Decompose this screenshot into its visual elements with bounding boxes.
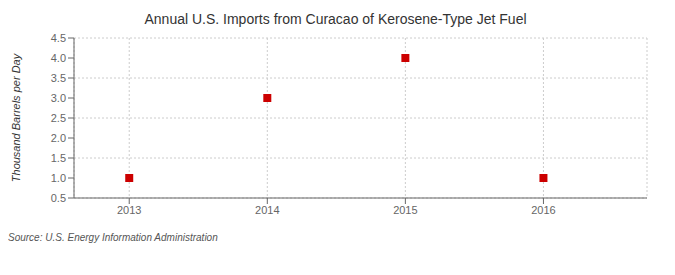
svg-text:1.0: 1.0	[51, 172, 66, 184]
svg-text:2015: 2015	[393, 204, 417, 216]
html-text:Annual U.S. Imports from Curac: Annual U.S. Imports from Curacao of Kero…	[144, 11, 527, 27]
svg-text:2.0: 2.0	[51, 132, 66, 144]
svg-text:3.5: 3.5	[51, 72, 66, 84]
svg-text:2016: 2016	[531, 204, 555, 216]
svg-text:4.5: 4.5	[51, 32, 66, 44]
html-text:Source: U.S. Energy Informatio: Source: U.S. Energy Information Administ…	[8, 232, 218, 243]
svg-text:2013: 2013	[117, 204, 141, 216]
svg-text:1.5: 1.5	[51, 152, 66, 164]
svg-text:2014: 2014	[255, 204, 279, 216]
svg-text:2.5: 2.5	[51, 112, 66, 124]
svg-text:0.5: 0.5	[51, 192, 66, 204]
svg-text:4.0: 4.0	[51, 52, 66, 64]
svg-text:3.0: 3.0	[51, 92, 66, 104]
svg-text:Thousand Barrels per Day: Thousand Barrels per Day	[10, 52, 22, 182]
